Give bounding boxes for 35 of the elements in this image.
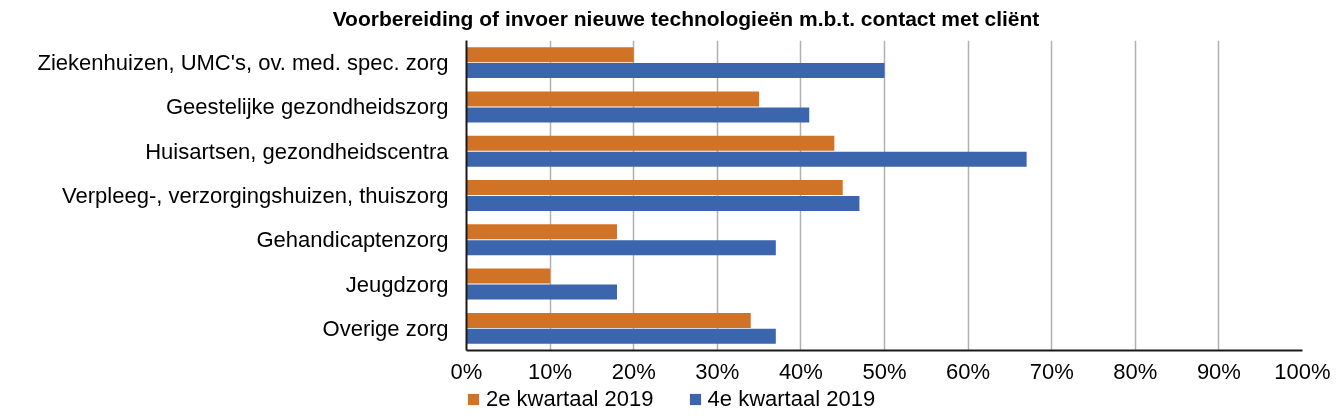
x-tick-label: 60% bbox=[946, 358, 991, 384]
bar bbox=[466, 328, 776, 344]
x-tick-label: 30% bbox=[695, 358, 740, 384]
x-tick-label: 80% bbox=[1113, 358, 1158, 384]
y-tick-label: Huisartsen, gezondheidscentra bbox=[145, 138, 450, 164]
x-tick-label: 10% bbox=[528, 358, 573, 384]
x-tick-label: 100% bbox=[1274, 358, 1331, 384]
bar bbox=[466, 224, 617, 240]
bar bbox=[466, 135, 835, 151]
chart-title: Voorbereiding of invoer nieuwe technologieën m.b.t. contact met cliënt bbox=[332, 7, 1040, 31]
x-tick-label: 20% bbox=[611, 358, 656, 384]
bar bbox=[466, 91, 760, 107]
legend-label: 4e kwartaal 2019 bbox=[707, 386, 876, 412]
bar bbox=[466, 312, 751, 328]
bar bbox=[466, 268, 551, 284]
x-tick-label: 40% bbox=[778, 358, 823, 384]
x-tick-label: 70% bbox=[1029, 358, 1074, 384]
y-tick-label: Ziekenhuizen, UMC's, ov. med. spec. zorg bbox=[37, 50, 449, 76]
bar bbox=[466, 240, 776, 256]
bar bbox=[466, 63, 885, 79]
bar bbox=[466, 284, 617, 300]
y-tick-label: Jeugdzorg bbox=[345, 271, 449, 297]
y-tick-label: Overige zorg bbox=[322, 315, 449, 341]
bar bbox=[466, 180, 843, 196]
bar bbox=[466, 151, 1027, 167]
x-tick-label: 50% bbox=[862, 358, 907, 384]
x-tick-label: 90% bbox=[1196, 358, 1241, 384]
y-tick-label: Gehandicaptenzorg bbox=[256, 227, 449, 253]
y-tick-label: Verpleeg-, verzorgingshuizen, thuiszorg bbox=[62, 183, 449, 208]
x-tick-label: 0% bbox=[450, 358, 483, 384]
bar bbox=[466, 195, 860, 211]
bar bbox=[466, 107, 810, 123]
y-tick-label: Geestelijke gezondheidszorg bbox=[165, 94, 449, 120]
legend-label: 2e kwartaal 2019 bbox=[486, 386, 654, 412]
bar bbox=[466, 47, 634, 63]
